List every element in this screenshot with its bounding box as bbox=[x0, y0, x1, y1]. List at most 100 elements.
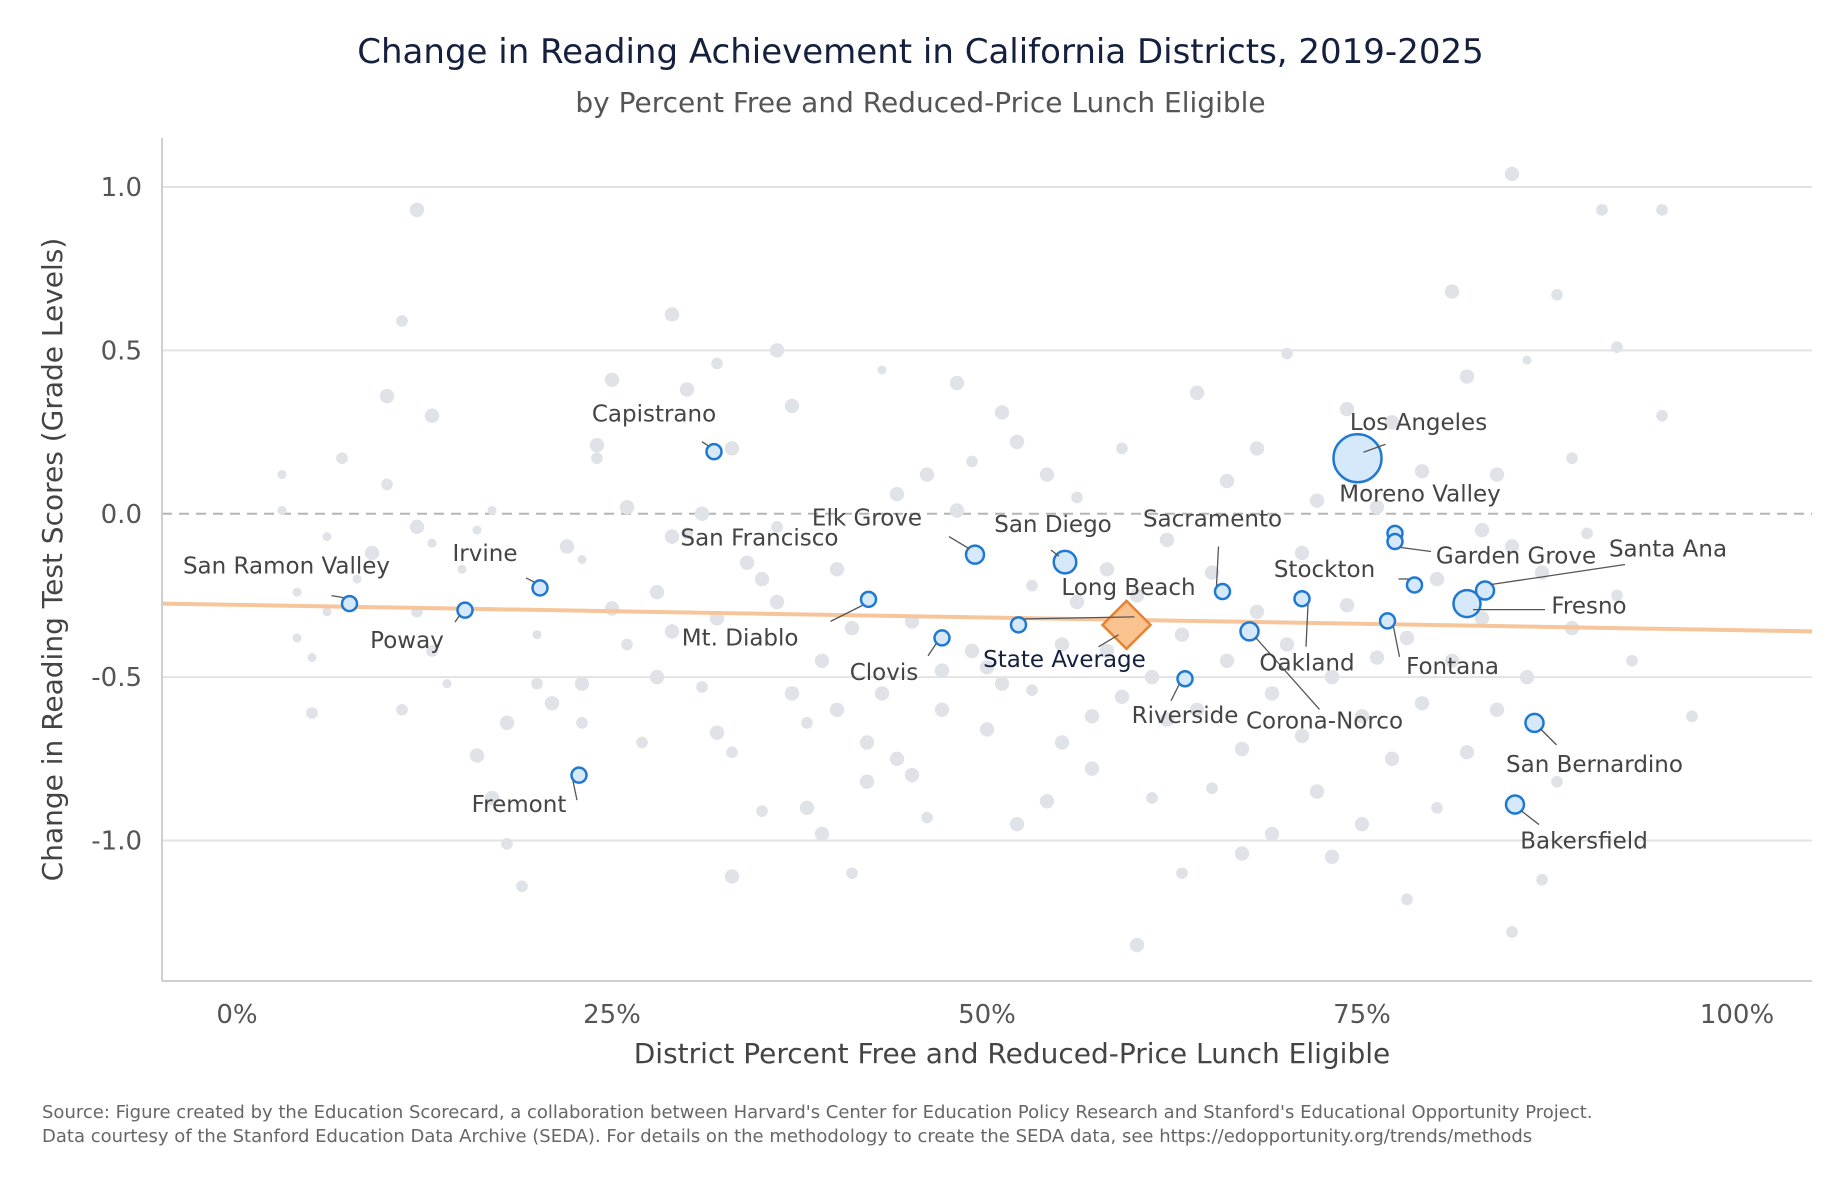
district-label: Moreno Valley bbox=[1339, 481, 1501, 507]
highlighted-district-point bbox=[1213, 582, 1232, 601]
highlighted-district-point bbox=[531, 579, 549, 597]
district-point bbox=[336, 452, 348, 465]
district-point bbox=[1174, 627, 1190, 642]
district-point bbox=[1206, 782, 1218, 795]
district-point bbox=[1234, 846, 1250, 861]
district-point bbox=[379, 388, 395, 404]
axes: 1.0 0.5 0.0 -0.5 -1.0 0% 25% 50% 75% 100% District… bbox=[36, 138, 1812, 1070]
district-label: Poway bbox=[370, 628, 444, 654]
trend-line bbox=[161, 601, 1813, 634]
trend-line-path bbox=[161, 601, 1813, 634]
label-leader-line bbox=[525, 577, 535, 583]
district-point bbox=[1159, 532, 1175, 548]
district-point bbox=[919, 467, 935, 482]
label-leader-line bbox=[701, 441, 709, 447]
district-point bbox=[1536, 873, 1548, 886]
district-point bbox=[711, 357, 723, 370]
district-label: Mt. Diablo bbox=[682, 625, 799, 651]
district-point bbox=[1551, 288, 1563, 301]
highlighted-district-point bbox=[1332, 432, 1383, 484]
district-point bbox=[1474, 611, 1490, 626]
district-label: Fremont bbox=[472, 792, 567, 818]
label-leader-line bbox=[948, 536, 970, 550]
district-point bbox=[756, 805, 768, 817]
district-point bbox=[516, 880, 528, 893]
district-point bbox=[1026, 684, 1038, 697]
district-point bbox=[877, 365, 887, 375]
district-point bbox=[1474, 522, 1490, 538]
district-point bbox=[1054, 637, 1070, 652]
district-point bbox=[469, 748, 485, 763]
district-point bbox=[1354, 816, 1370, 832]
district-label: Clovis bbox=[850, 660, 919, 686]
district-point bbox=[1039, 794, 1055, 809]
district-point bbox=[921, 811, 933, 824]
district-point bbox=[1444, 653, 1460, 668]
district-label: Los Angeles bbox=[1350, 410, 1487, 436]
district-point bbox=[889, 751, 905, 767]
district-point bbox=[859, 774, 875, 789]
label-leader-line bbox=[1024, 616, 1135, 620]
y-tick-label: 0.5 bbox=[101, 336, 142, 366]
district-point bbox=[859, 735, 875, 750]
district-point bbox=[591, 452, 603, 465]
y-axis-title: Change in Reading Test Scores (Grade Lev… bbox=[36, 238, 69, 882]
label-leader-line bbox=[1363, 443, 1386, 453]
district-point bbox=[784, 686, 800, 701]
district-point bbox=[1566, 452, 1578, 465]
highlighted-district-point bbox=[1386, 532, 1404, 551]
district-point bbox=[292, 633, 302, 643]
district-point bbox=[1234, 741, 1250, 757]
district-point bbox=[1414, 464, 1430, 479]
district-point bbox=[1324, 849, 1340, 865]
district-point bbox=[681, 527, 693, 540]
district-point bbox=[1264, 826, 1280, 842]
district-point bbox=[577, 555, 587, 564]
district-point bbox=[1656, 204, 1668, 216]
gridlines bbox=[162, 186, 1812, 842]
highlighted-district-point bbox=[1293, 589, 1311, 608]
district-label: Elk Grove bbox=[812, 506, 922, 532]
highlighted-district-point bbox=[933, 629, 951, 647]
district-point bbox=[277, 470, 287, 480]
highlighted-district-point bbox=[705, 442, 723, 461]
district-point bbox=[846, 867, 858, 880]
highlighted-district-point bbox=[1052, 549, 1078, 575]
district-point bbox=[1309, 493, 1325, 508]
label-leader-line bbox=[572, 781, 578, 801]
district-point bbox=[934, 663, 950, 678]
label-leader-line bbox=[454, 615, 460, 623]
district-point bbox=[1354, 709, 1370, 724]
label-leader-line bbox=[1215, 546, 1220, 586]
district-point bbox=[994, 676, 1010, 691]
label-leader-line bbox=[1520, 810, 1540, 826]
district-point bbox=[799, 800, 815, 816]
x-tick-label: 25% bbox=[583, 1000, 641, 1030]
label-leader-line bbox=[830, 604, 863, 622]
x-tick-label: 75% bbox=[1333, 1000, 1391, 1030]
district-point bbox=[664, 529, 680, 544]
district-point bbox=[1009, 816, 1025, 832]
district-point bbox=[1401, 893, 1413, 906]
district-point bbox=[814, 826, 830, 842]
district-point bbox=[979, 722, 995, 737]
district-point bbox=[604, 601, 620, 616]
district-point bbox=[1281, 347, 1293, 360]
district-point bbox=[964, 643, 980, 659]
x-tick-label: 100% bbox=[1700, 1000, 1774, 1030]
highlighted-district-point bbox=[1405, 576, 1424, 594]
label-leader-line bbox=[1305, 604, 1309, 647]
district-point bbox=[472, 525, 482, 535]
district-point bbox=[322, 607, 332, 617]
district-point bbox=[1656, 409, 1668, 422]
district-point bbox=[1279, 637, 1295, 652]
label-leader-line bbox=[1050, 549, 1060, 557]
district-point bbox=[1611, 341, 1623, 353]
district-point bbox=[949, 375, 965, 391]
y-tick-label: -0.5 bbox=[91, 663, 142, 693]
district-point bbox=[1399, 630, 1415, 646]
district-point bbox=[1099, 643, 1115, 659]
district-point bbox=[1384, 751, 1400, 767]
district-point bbox=[814, 653, 830, 668]
district-point bbox=[352, 574, 362, 584]
